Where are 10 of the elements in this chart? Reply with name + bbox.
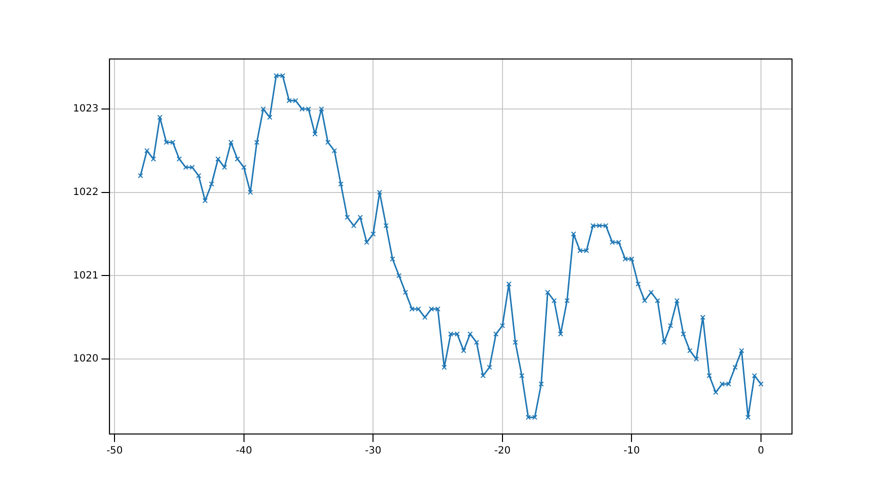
x-tick-label: -10: [624, 446, 640, 457]
x-tick-label: -20: [494, 446, 511, 457]
y-tick-label: 1023: [72, 104, 98, 115]
x-tick-label: 0: [758, 446, 764, 457]
x-tick-label: -30: [364, 446, 382, 457]
y-tick-label: 1020: [72, 354, 98, 365]
y-tick-label: 1021: [72, 270, 98, 282]
y-tick-label: 1022: [72, 186, 98, 198]
x-tick-label: -40: [236, 446, 252, 457]
x-tick-label: -50: [106, 446, 123, 457]
